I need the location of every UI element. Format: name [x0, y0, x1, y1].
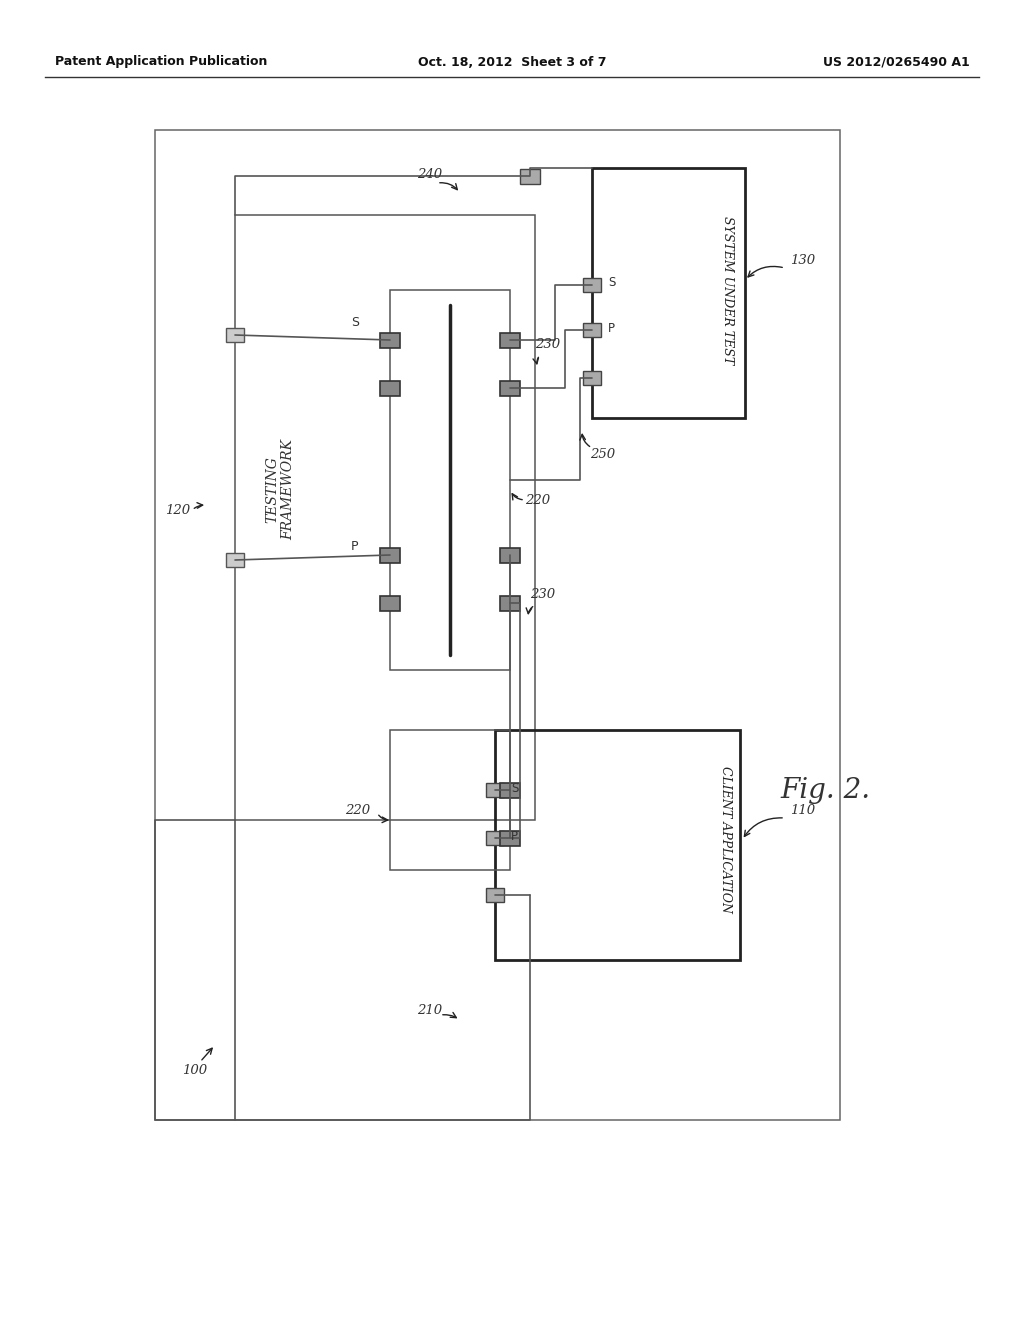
Bar: [380, 548, 400, 562]
Text: TESTING
FRAMEWORK: TESTING FRAMEWORK: [265, 440, 295, 540]
Text: US 2012/0265490 A1: US 2012/0265490 A1: [823, 55, 970, 69]
Text: S: S: [351, 315, 359, 329]
Text: 250: 250: [590, 449, 615, 462]
Text: 240: 240: [418, 169, 442, 181]
Bar: [380, 380, 400, 396]
Text: P: P: [511, 829, 518, 842]
Text: SYSTEM UNDER TEST: SYSTEM UNDER TEST: [722, 216, 734, 364]
Bar: [583, 323, 601, 337]
Bar: [520, 169, 540, 183]
Bar: [486, 783, 504, 797]
Bar: [500, 783, 520, 797]
Text: Fig. 2.: Fig. 2.: [780, 776, 870, 804]
Text: 220: 220: [345, 804, 370, 817]
Bar: [500, 333, 520, 347]
Text: 230: 230: [535, 338, 560, 351]
Text: P: P: [608, 322, 615, 334]
Text: S: S: [511, 781, 518, 795]
Bar: [592, 168, 745, 418]
Bar: [486, 888, 504, 902]
Bar: [486, 832, 504, 845]
Bar: [500, 380, 520, 396]
Bar: [155, 129, 840, 1119]
Bar: [234, 215, 535, 820]
Text: 100: 100: [182, 1064, 208, 1077]
Bar: [495, 730, 740, 960]
Bar: [380, 333, 400, 347]
Bar: [226, 553, 244, 568]
Text: CLIENT APPLICATION: CLIENT APPLICATION: [719, 767, 731, 913]
Text: 230: 230: [530, 589, 555, 602]
Text: S: S: [608, 276, 615, 289]
Text: Oct. 18, 2012  Sheet 3 of 7: Oct. 18, 2012 Sheet 3 of 7: [418, 55, 606, 69]
Text: 220: 220: [525, 494, 550, 507]
Bar: [583, 279, 601, 292]
Bar: [500, 595, 520, 610]
Text: P: P: [351, 540, 358, 553]
Text: 120: 120: [166, 503, 190, 516]
Bar: [390, 290, 510, 671]
Text: 210: 210: [418, 1003, 442, 1016]
Bar: [226, 327, 244, 342]
Text: 110: 110: [790, 804, 815, 817]
Text: Patent Application Publication: Patent Application Publication: [55, 55, 267, 69]
Text: 130: 130: [790, 253, 815, 267]
Bar: [500, 830, 520, 846]
Bar: [583, 371, 601, 385]
Bar: [500, 548, 520, 562]
Bar: [380, 595, 400, 610]
Bar: [390, 730, 510, 870]
